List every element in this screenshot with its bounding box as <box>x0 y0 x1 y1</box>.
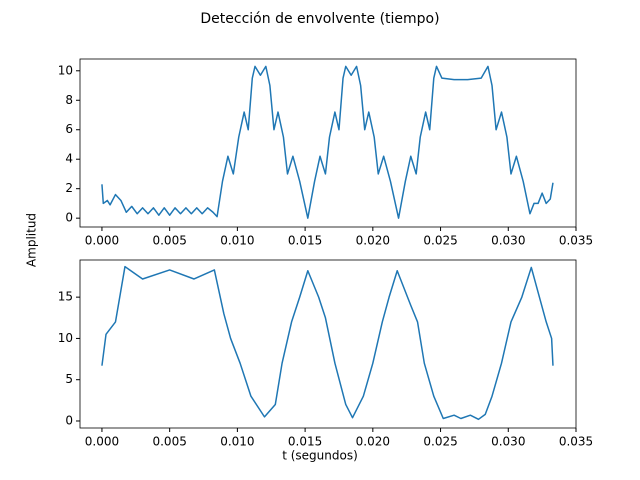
signal-line <box>101 65 554 219</box>
y-tick-label: 2 <box>65 181 73 195</box>
y-tick-label: 0 <box>65 413 73 427</box>
figure-title: Detección de envolvente (tiempo) <box>200 11 439 27</box>
x-tick-label: 0.000 <box>85 234 119 248</box>
y-tick-label: 0 <box>65 211 73 225</box>
x-tick-label: 0.000 <box>85 435 119 449</box>
y-tick-label: 10 <box>58 331 73 345</box>
y-tick-label: 15 <box>58 290 73 304</box>
x-tick-label: 0.010 <box>220 435 254 449</box>
x-tick-label: 0.005 <box>152 435 186 449</box>
axes-frame <box>79 259 577 429</box>
y-tick-label: 4 <box>65 152 73 166</box>
x-tick-label: 0.020 <box>356 435 390 449</box>
y-tick-label: 8 <box>65 93 73 107</box>
x-tick-label: 0.015 <box>288 234 322 248</box>
x-tick-label: 0.035 <box>559 234 593 248</box>
y-tick-label: 6 <box>65 122 73 136</box>
x-tick-label: 0.030 <box>491 435 525 449</box>
y-tick-label: 5 <box>65 372 73 386</box>
x-tick-label: 0.025 <box>423 435 457 449</box>
x-tick-label: 0.010 <box>220 234 254 248</box>
x-axis-label: t (segundos) <box>282 449 358 463</box>
y-axis-label: Amplitud <box>25 213 39 267</box>
y-tick-label: 10 <box>58 63 73 77</box>
x-tick-label: 0.005 <box>152 234 186 248</box>
x-tick-label: 0.035 <box>559 435 593 449</box>
x-tick-label: 0.015 <box>288 435 322 449</box>
x-tick-label: 0.020 <box>356 234 390 248</box>
x-tick-label: 0.025 <box>423 234 457 248</box>
axes-frame <box>79 58 577 228</box>
signal-line <box>101 265 554 421</box>
x-tick-label: 0.030 <box>491 234 525 248</box>
